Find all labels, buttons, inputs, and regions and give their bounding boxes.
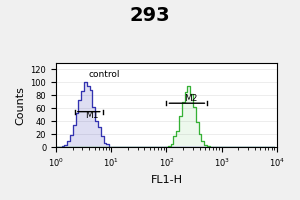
- X-axis label: FL1-H: FL1-H: [151, 175, 182, 185]
- Text: M2: M2: [184, 94, 198, 103]
- Text: M1: M1: [85, 111, 98, 120]
- Y-axis label: Counts: Counts: [15, 86, 25, 125]
- Text: control: control: [88, 70, 120, 79]
- Text: 293: 293: [130, 6, 170, 25]
